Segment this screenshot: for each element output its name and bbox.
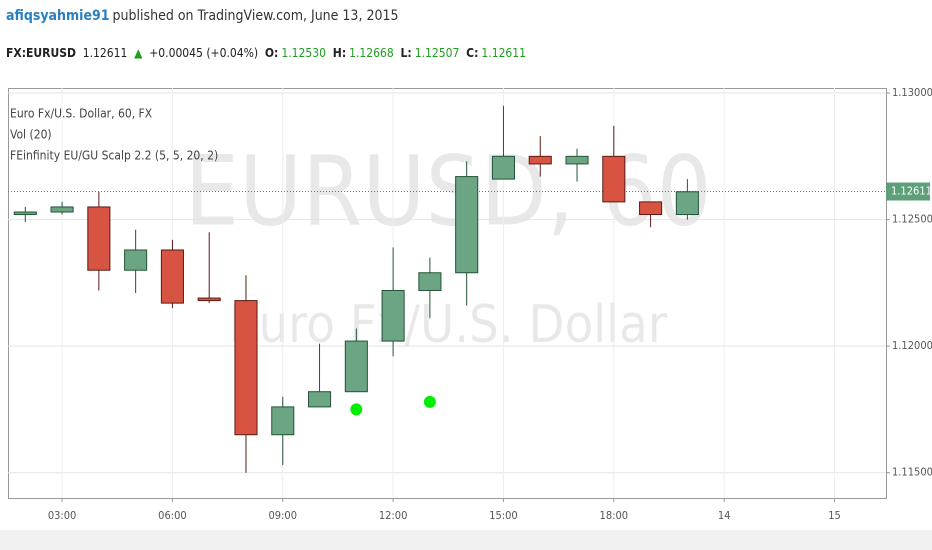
candle-body: [455, 176, 479, 274]
last: 1.12611: [82, 46, 128, 60]
close: 1.12611: [481, 46, 527, 60]
watermark: Euro Fx/U.S. Dollar: [229, 295, 668, 355]
publish-line: afiqsyahmie91 published on TradingView.co…: [6, 8, 402, 24]
change: +0.00045 (+0.04%): [149, 46, 259, 60]
y-tick-label: 1.11500: [892, 466, 932, 479]
y-tick-label: 1.12000: [892, 339, 932, 352]
candle-body: [50, 206, 74, 213]
candle-body: [124, 249, 148, 271]
h-label: H:: [332, 46, 347, 60]
candle-body: [87, 206, 111, 271]
c-label: C:: [466, 46, 479, 60]
x-tick-label: 15: [828, 509, 841, 522]
legend-entry: FEinfinity EU/GU Scalp 2.2 (5, 5, 20, 2): [10, 149, 218, 163]
y-tick-label: 1.13000: [892, 86, 932, 99]
l-label: L:: [400, 46, 412, 60]
candle-body: [639, 201, 663, 216]
chart-bg: [0, 68, 932, 530]
x-tick-label: 14: [718, 509, 731, 522]
published: published on TradingView.com, June 13, 2…: [112, 8, 399, 24]
arrow: ▲: [134, 46, 143, 60]
candle-body: [565, 155, 589, 165]
x-tick-label: 06:00: [158, 509, 187, 522]
x-tick-label: 18:00: [600, 509, 629, 522]
plot-frame: [8, 88, 887, 499]
last-price-box: [886, 182, 930, 201]
legend-entry: Euro Fx/U.S. Dollar, 60, FX: [10, 107, 153, 121]
y-tick-label: 1.12500: [892, 213, 932, 226]
candle-body: [381, 289, 405, 342]
signal-dot: [423, 395, 436, 408]
signal-dot: [350, 403, 363, 416]
legend-entry: Vol (20): [10, 128, 52, 142]
author[interactable]: afiqsyahmie91: [6, 8, 110, 24]
x-tick-label: 15:00: [489, 509, 518, 522]
x-tick-label: 12:00: [379, 509, 408, 522]
candle-body: [675, 191, 699, 216]
candle-body: [13, 211, 37, 216]
candle-body: [271, 406, 295, 436]
candle-body: [234, 300, 258, 436]
x-tick-label: 09:00: [269, 509, 298, 522]
x-tick-label: 03:00: [48, 509, 77, 522]
quote-line: FX:EURUSD 1.12611 ▲ +0.00045 (+0.04%) O:…: [6, 46, 529, 60]
candle-body: [197, 297, 221, 302]
header: afiqsyahmie91 published on TradingView.co…: [0, 0, 932, 68]
o-label: O:: [264, 46, 279, 60]
candle-body: [344, 340, 368, 393]
candle-body: [528, 155, 552, 165]
candle-body: [160, 249, 184, 304]
open: 1.12530: [281, 46, 327, 60]
symbol: FX:EURUSD: [6, 46, 76, 60]
candle-body: [418, 272, 442, 291]
candle-body: [308, 391, 332, 408]
last-price-label: 1.12611: [891, 185, 932, 198]
candle-body: [491, 155, 515, 180]
low: 1.12507: [414, 46, 460, 60]
candle-body: [602, 155, 626, 203]
high: 1.12668: [349, 46, 394, 60]
